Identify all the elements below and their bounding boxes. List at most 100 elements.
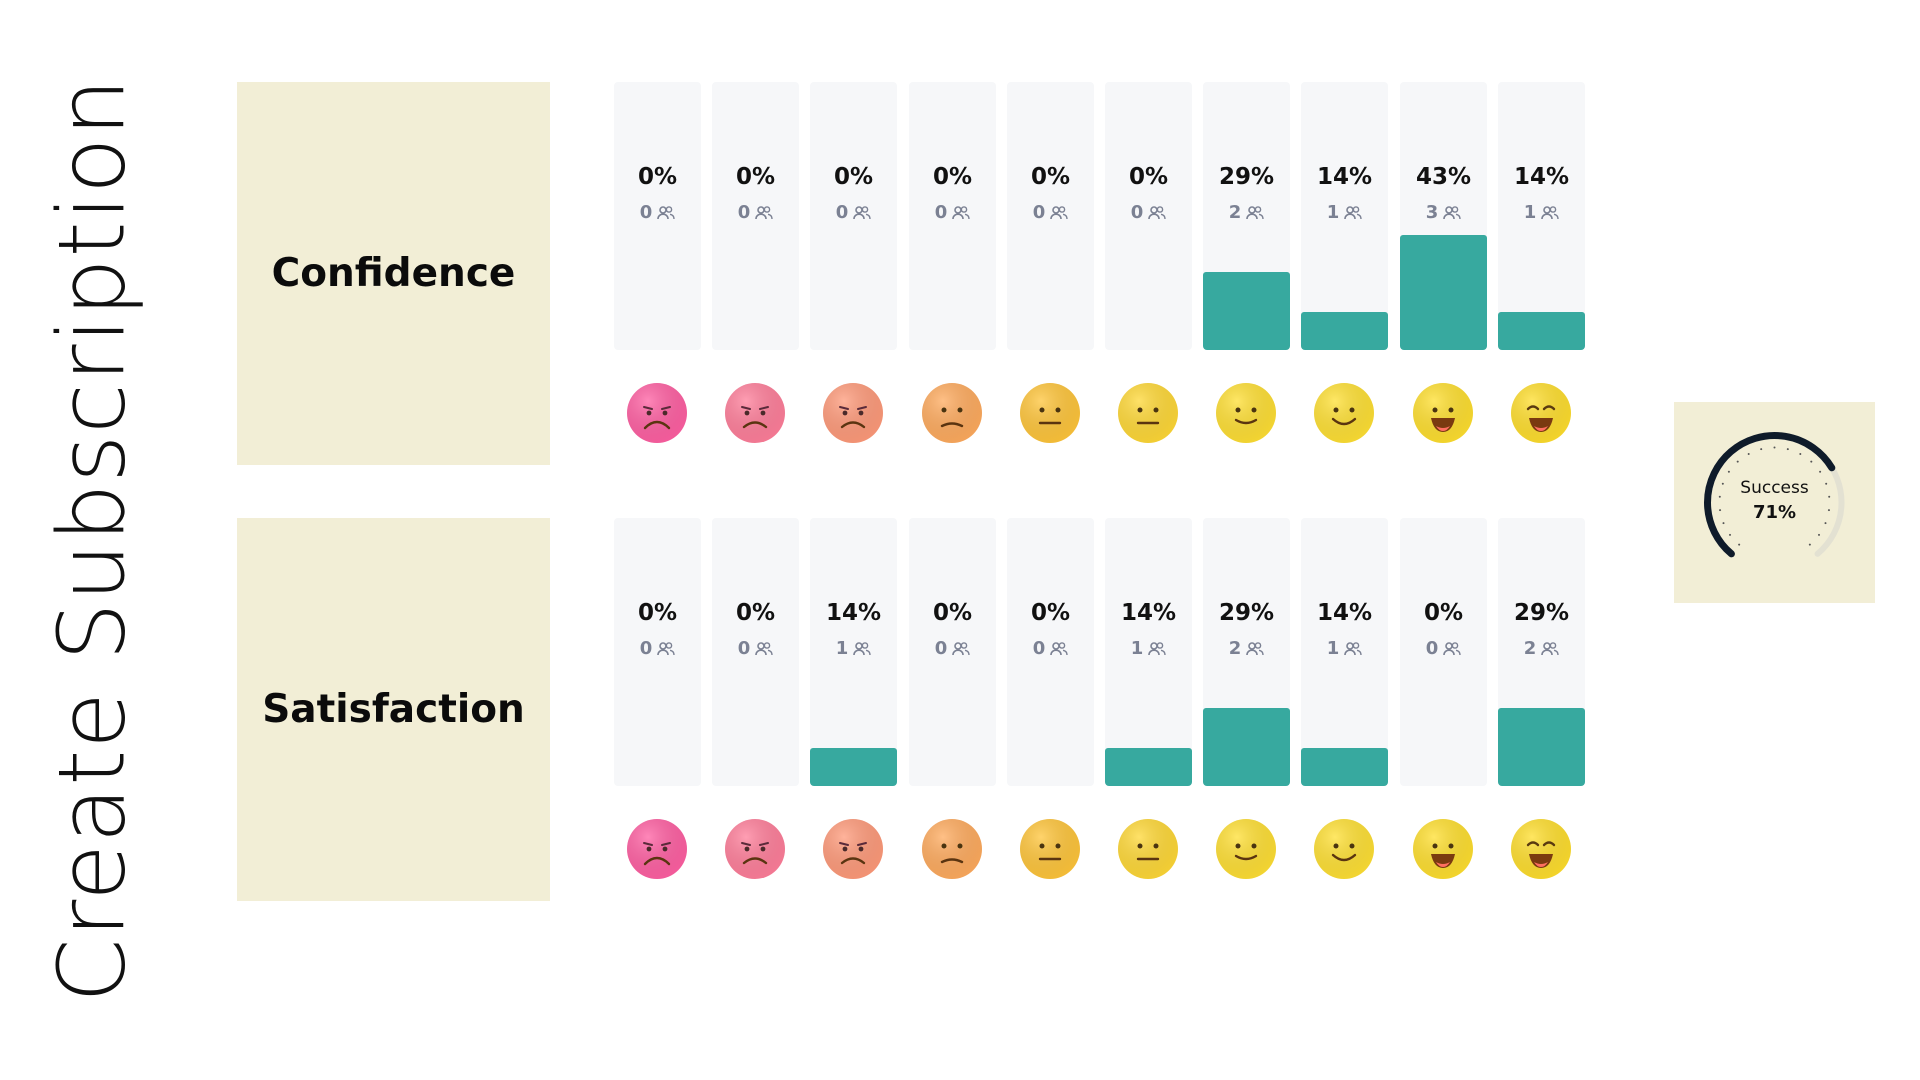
people-icon — [853, 641, 871, 657]
bar-column: 14% 1 — [1301, 82, 1388, 350]
sad-face-icon — [724, 382, 786, 444]
bar-respondent-count: 0 — [810, 202, 897, 223]
bar-column: 29% 2 — [1203, 82, 1290, 350]
satisfaction-bar-chart: 0% 0 0% 0 14% 1 0% 0 0% 0 14% 1 29% 2 14% 1 0% 0 29% 2 — [614, 518, 1585, 786]
neutral-face-icon — [1117, 818, 1179, 880]
success-ring — [1704, 432, 1845, 558]
bar-column: 0% 0 — [810, 82, 897, 350]
people-icon — [755, 641, 773, 657]
people-icon — [1443, 641, 1461, 657]
bar-column: 0% 0 — [614, 518, 701, 786]
slight-smile-face-icon — [1215, 382, 1277, 444]
grin-face-icon — [1412, 818, 1474, 880]
bar-count-value: 2 — [1228, 638, 1242, 659]
success-ring-tick — [1773, 446, 1776, 449]
success-ring-tick — [1760, 448, 1763, 451]
people-icon — [1443, 205, 1461, 221]
people-icon — [1344, 205, 1362, 221]
very-sad-face-icon — [626, 382, 688, 444]
bar-column: 0% 0 — [1007, 82, 1094, 350]
people-icon — [1541, 641, 1559, 657]
bar-percent-label: 0% — [1423, 600, 1464, 626]
laugh-face-icon — [1510, 818, 1572, 880]
bar-count-value: 0 — [737, 638, 751, 659]
success-ring-tick — [1799, 452, 1802, 455]
bar — [1498, 708, 1585, 786]
bar-percent-label: 29% — [1218, 164, 1275, 190]
bar-count-value: 3 — [1425, 202, 1439, 223]
people-icon — [1050, 205, 1068, 221]
bar-percent-label: 0% — [932, 164, 973, 190]
people-icon — [1246, 205, 1264, 221]
bar — [810, 748, 897, 786]
bar-count-value: 0 — [1032, 638, 1046, 659]
confidence-label: Confidence — [271, 251, 516, 296]
bar-percent-label: 0% — [932, 600, 973, 626]
bar-respondent-count: 1 — [1301, 638, 1388, 659]
success-ring-tick — [1825, 482, 1828, 485]
people-icon — [1344, 641, 1362, 657]
people-icon — [1148, 641, 1166, 657]
bar-respondent-count: 2 — [1203, 202, 1290, 223]
bar-column: 29% 2 — [1203, 518, 1290, 786]
bar-count-value: 1 — [1326, 202, 1340, 223]
bar-percent-label: 0% — [1030, 600, 1071, 626]
bar — [1400, 234, 1487, 350]
confidence-label-box: Confidence — [237, 82, 550, 465]
bar-respondent-count: 0 — [909, 638, 996, 659]
success-gauge: Success 71% — [1674, 402, 1875, 603]
success-ring-tick — [1738, 543, 1741, 546]
bar-respondent-count: 0 — [614, 638, 701, 659]
bar-count-value: 1 — [1326, 638, 1340, 659]
success-value: 71% — [1752, 502, 1797, 523]
bar-respondent-count: 0 — [1007, 202, 1094, 223]
bar-count-value: 1 — [835, 638, 849, 659]
people-icon — [657, 205, 675, 221]
grin-face-icon — [1412, 382, 1474, 444]
people-icon — [853, 205, 871, 221]
bar-respondent-count: 2 — [1498, 638, 1585, 659]
bar-count-value: 0 — [835, 202, 849, 223]
confidence-face-scale — [614, 382, 1584, 452]
frown-face-icon — [921, 382, 983, 444]
bar-respondent-count: 1 — [810, 638, 897, 659]
bar-percent-label: 29% — [1513, 600, 1570, 626]
satisfaction-face-scale — [614, 818, 1584, 888]
success-ring-tick — [1810, 460, 1813, 463]
sad-face-icon — [822, 818, 884, 880]
bar-respondent-count: 0 — [712, 638, 799, 659]
bar-percent-label: 0% — [833, 164, 874, 190]
bar — [1203, 708, 1290, 786]
bar-count-value: 0 — [934, 202, 948, 223]
bar-column: 0% 0 — [712, 518, 799, 786]
bar-count-value: 2 — [1228, 202, 1242, 223]
bar-count-value: 0 — [1130, 202, 1144, 223]
bar — [1498, 312, 1585, 350]
neutral-face-icon — [1019, 818, 1081, 880]
success-ring-tick — [1721, 482, 1724, 485]
bar-column: 0% 0 — [712, 82, 799, 350]
people-icon — [952, 641, 970, 657]
bar-respondent-count: 1 — [1105, 638, 1192, 659]
bar — [1105, 748, 1192, 786]
bar-percent-label: 14% — [1513, 164, 1570, 190]
bar-percent-label: 0% — [735, 164, 776, 190]
bar-percent-label: 0% — [637, 164, 678, 190]
bar-column: 14% 1 — [810, 518, 897, 786]
bar-column: 0% 0 — [909, 82, 996, 350]
frown-face-icon — [921, 818, 983, 880]
people-icon — [1148, 205, 1166, 221]
bar-column: 29% 2 — [1498, 518, 1585, 786]
people-icon — [657, 641, 675, 657]
sad-face-icon — [724, 818, 786, 880]
bar-respondent-count: 0 — [614, 202, 701, 223]
bar-respondent-count: 2 — [1203, 638, 1290, 659]
bar — [1203, 272, 1290, 350]
bar-percent-label: 43% — [1415, 164, 1472, 190]
neutral-face-icon — [1117, 382, 1179, 444]
bar-respondent-count: 0 — [909, 202, 996, 223]
success-ring-tick — [1719, 509, 1722, 512]
bar-respondent-count: 0 — [1007, 638, 1094, 659]
bar-column: 43% 3 — [1400, 82, 1487, 350]
success-ring-tick — [1727, 470, 1730, 473]
